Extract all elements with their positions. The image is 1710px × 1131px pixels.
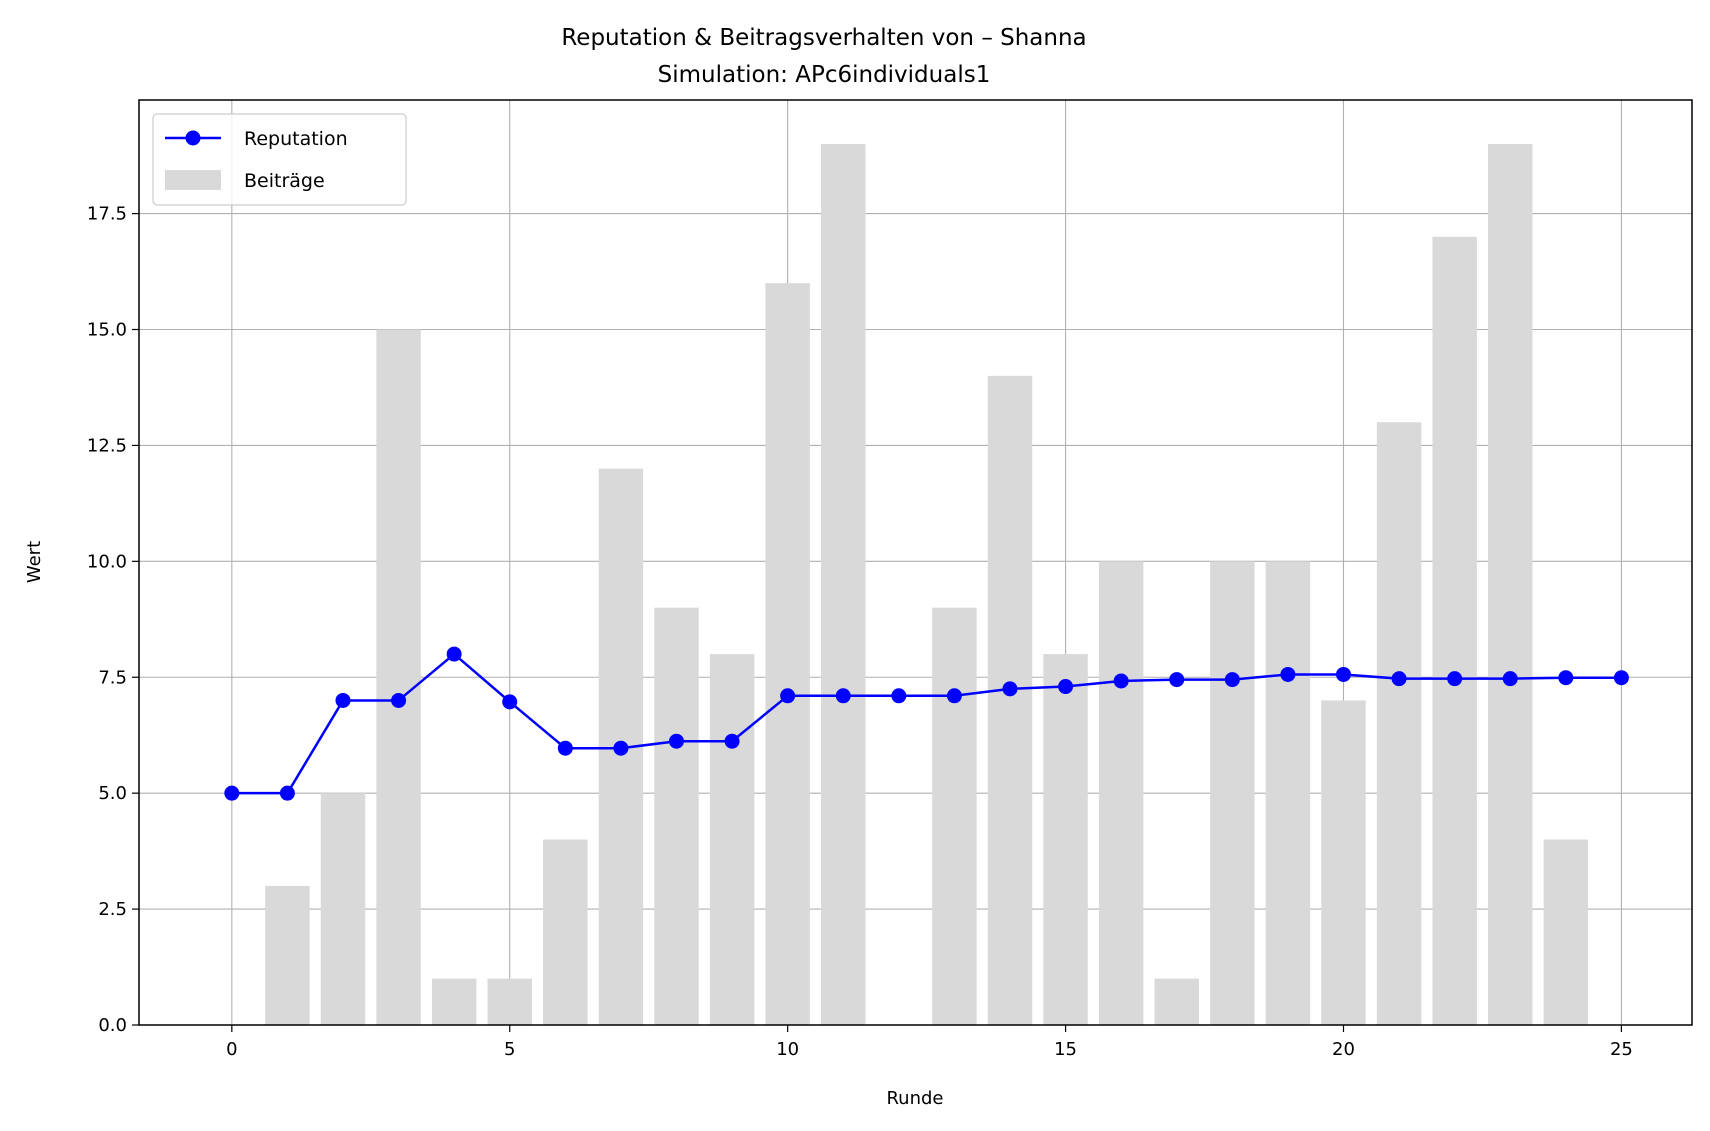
x-tick-label: 10 <box>776 1039 799 1060</box>
y-tick-label: 15.0 <box>87 320 127 341</box>
reputation-point <box>1224 672 1240 688</box>
reputation-point <box>502 694 518 710</box>
reputation-point <box>1058 679 1074 695</box>
bar-beitraege <box>709 654 755 1025</box>
y-tick-label: 10.0 <box>87 551 127 572</box>
bar-beitraege <box>821 144 866 1026</box>
bar-beitraege <box>1321 700 1366 1025</box>
x-tick-label: 5 <box>504 1039 515 1060</box>
y-tick-label: 2.5 <box>98 899 127 920</box>
bar-beitraege <box>1543 839 1589 1025</box>
reputation-point <box>1447 671 1463 687</box>
legend-bar-sample <box>165 170 221 190</box>
bar-beitraege <box>987 375 1033 1025</box>
reputation-point <box>1558 670 1574 686</box>
reputation-point <box>279 785 295 801</box>
legend-marker-sample <box>185 130 201 146</box>
reputation-point <box>1280 666 1296 682</box>
reputation-point <box>835 688 851 704</box>
reputation-point <box>724 733 740 749</box>
legend: Reputation Beiträge <box>152 113 407 206</box>
reputation-point <box>1335 666 1351 682</box>
bar-beitraege <box>1154 978 1199 1025</box>
x-tick-label: 15 <box>1054 1039 1077 1060</box>
reputation-point <box>1391 671 1407 687</box>
reputation-point <box>1169 672 1185 688</box>
reputation-point <box>613 740 629 756</box>
reputation-point <box>1502 671 1518 687</box>
y-tick-label: 0.0 <box>98 1015 127 1036</box>
reputation-point <box>1113 673 1129 689</box>
chart-subtitle: Simulation: APc6individuals1 <box>658 62 991 88</box>
bar-beitraege <box>1098 561 1144 1025</box>
x-tick-label: 25 <box>1610 1039 1633 1060</box>
bar-beitraege <box>487 978 532 1025</box>
legend-label-beitraege: Beiträge <box>244 170 325 192</box>
x-tick-label: 0 <box>226 1039 237 1060</box>
chart-title: Reputation & Beitragsverhalten von – Sha… <box>561 25 1086 51</box>
reputation-point <box>224 785 240 801</box>
reputation-point <box>1002 681 1018 697</box>
reputation-point <box>391 692 407 708</box>
bar-beitraege <box>765 283 810 1025</box>
reputation-point <box>946 688 962 704</box>
bar-beitraege <box>1488 144 1533 1026</box>
x-axis-ticks: 0 5 10 15 20 25 <box>226 1025 1633 1060</box>
bar-beitraege <box>1043 654 1088 1025</box>
bar-series-beitraege <box>265 144 1589 1026</box>
y-tick-label: 12.5 <box>87 435 127 456</box>
y-axis-ticks: 0.0 2.5 5.0 7.5 10.0 12.5 15.0 17.5 <box>87 204 139 1036</box>
reputation-line <box>231 652 1622 795</box>
x-axis-label: Runde <box>886 1088 943 1109</box>
bar-beitraege <box>1376 422 1422 1025</box>
reputation-point <box>1613 670 1629 686</box>
reputation-point <box>335 692 351 708</box>
bar-beitraege <box>265 885 310 1025</box>
line-series-reputation <box>224 646 1629 801</box>
bar-beitraege <box>1265 561 1311 1025</box>
bar-beitraege <box>376 329 421 1025</box>
y-tick-label: 7.5 <box>98 667 127 688</box>
x-tick-label: 20 <box>1332 1039 1355 1060</box>
y-axis-label: Wert <box>24 541 45 583</box>
bar-beitraege <box>654 607 699 1025</box>
legend-label-reputation: Reputation <box>244 128 348 150</box>
bar-beitraege <box>320 793 366 1025</box>
reputation-point <box>668 733 684 749</box>
reputation-point <box>557 740 573 756</box>
bar-beitraege <box>431 978 477 1025</box>
plot-frame <box>138 99 1693 1026</box>
bar-beitraege <box>1432 236 1477 1026</box>
y-tick-label: 17.5 <box>87 204 127 225</box>
bar-beitraege <box>1210 561 1255 1025</box>
reputation-point <box>446 646 462 662</box>
bar-beitraege <box>932 607 977 1025</box>
reputation-point <box>780 688 796 704</box>
reputation-point <box>891 688 907 704</box>
y-tick-label: 5.0 <box>98 783 127 804</box>
bar-beitraege <box>543 839 588 1025</box>
